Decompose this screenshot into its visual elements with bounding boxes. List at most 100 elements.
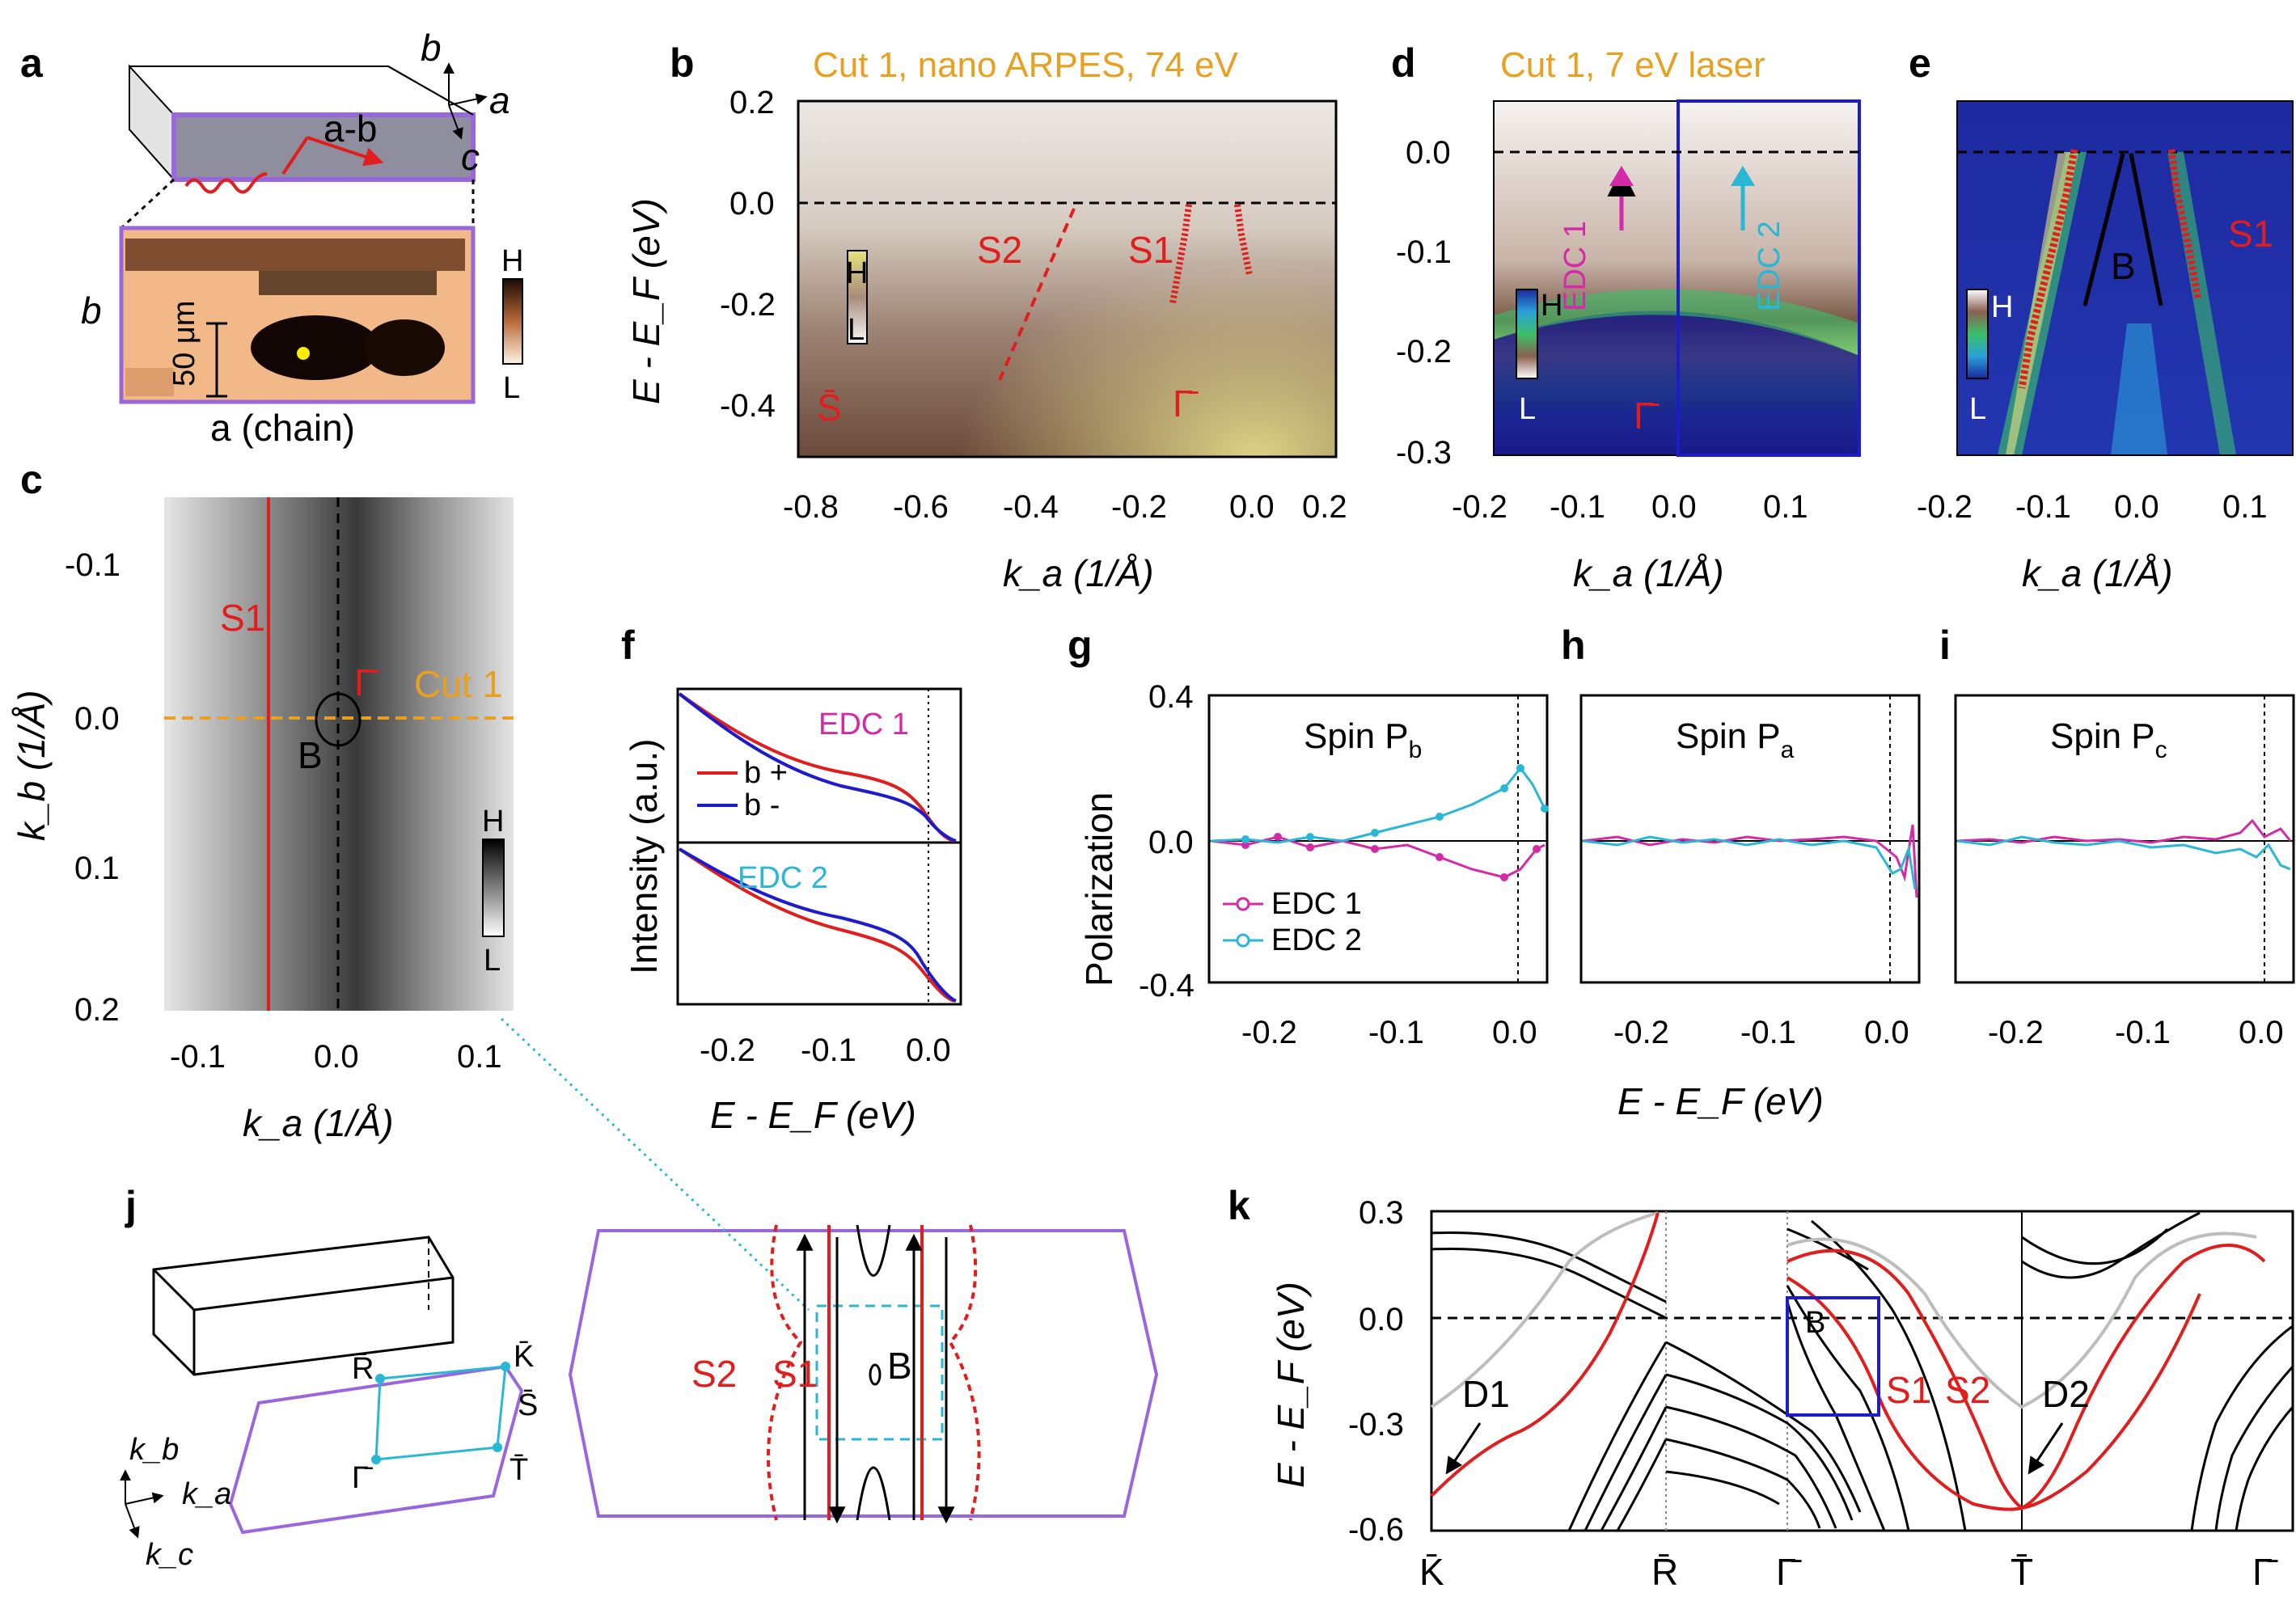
ytick-c-0: -0.1 (65, 547, 121, 583)
panel-label-b: b (670, 40, 695, 86)
xtick-b-4: 0.0 (1229, 489, 1275, 525)
panel-d: d Cut 1, 7 eV laser EDC 1 EDC 2 Γ̄ H L 0… (1391, 40, 1861, 594)
pa-edc2 (1582, 835, 1917, 890)
edc1-label-f: EDC 1 (818, 708, 909, 741)
ytick-k-1: 0.0 (1359, 1302, 1404, 1337)
panel-e: e B S1 H L -0.2 -0.1 0.0 0.1 k_a (1/Å) (1909, 40, 2294, 594)
panel-f: f EDC 1 EDC 2 b + b - -0.2 -0.1 0.0 Inte… (621, 623, 962, 1136)
label-b-c: B (298, 734, 323, 776)
cbar-high-b: H (846, 256, 868, 290)
panel-c: c S1 Γ̄ Cut 1 B H L -0.1 0.0 0.1 0.2 -0.… (11, 457, 514, 1144)
edc2-bminus (678, 847, 957, 1003)
band-s1-right-e (2167, 149, 2202, 300)
xtick-e-2: 0.0 (2114, 489, 2159, 525)
xlabel-b: k_a (1/Å) (1003, 552, 1154, 594)
pocket-b-c (315, 692, 362, 747)
legend-bplus: b + (744, 756, 788, 790)
colorbar-e (1966, 289, 1989, 379)
panel-k: k (1228, 1183, 2294, 1593)
panel-label-c: c (20, 457, 43, 502)
title-h: Spin Pa (1676, 716, 1795, 763)
ytick-c-1: 0.0 (74, 701, 120, 737)
band-s1-right (1234, 204, 1253, 276)
map-vertical-label: b (81, 289, 102, 332)
xtick-g-1: -0.1 (1368, 1015, 1424, 1050)
xlabel-d: k_a (1/Å) (1573, 552, 1724, 594)
axis-b-label: b (421, 27, 442, 69)
xtick-h-2: 0.0 (1864, 1015, 1909, 1050)
panel-b: b Cut 1, nano ARPES, 74 eV S2 S1 S̄ Γ̄ H… (625, 40, 1347, 594)
edc2-label-f: EDC 2 (738, 861, 828, 895)
s2-left-j (767, 1224, 803, 1521)
xlabel-e: k_a (1/Å) (2022, 552, 2173, 594)
pc-edc1 (1956, 818, 2292, 844)
xlabel-f: E - E_F (eV) (710, 1094, 916, 1136)
axis-ka: k_a (182, 1477, 231, 1511)
label-s2-j: S2 (691, 1353, 737, 1395)
panel-label-e: e (1909, 40, 1931, 86)
xtick-e-0: -0.2 (1917, 489, 1973, 525)
xtick-g-0: -0.2 (1241, 1015, 1297, 1050)
xtick-b-5: 0.2 (1302, 489, 1347, 525)
label-d1: D1 (1462, 1373, 1510, 1415)
xtick-g-2: 0.0 (1492, 1015, 1537, 1050)
label-s1-k: S1 (1886, 1369, 1931, 1411)
gray-bands (1430, 1211, 2257, 1409)
map-horizontal-label: a (chain) (210, 407, 355, 449)
band-s1-left (1169, 204, 1192, 304)
title-g: Spin Pb (1304, 716, 1422, 763)
xtick-h-0: -0.2 (1613, 1015, 1669, 1050)
xtick-c-2: 0.1 (457, 1039, 502, 1075)
panel-a: a a-b b a c 50 μm b a (chain) (20, 27, 523, 449)
xtick-f-1: -0.1 (801, 1033, 856, 1068)
xtick-c-0: -0.1 (170, 1039, 226, 1075)
panel-label-k: k (1228, 1183, 1250, 1228)
label-b-j: B (887, 1345, 912, 1387)
band-s1-left-e (2018, 149, 2078, 389)
cbar-high-a: H (501, 244, 523, 278)
bulk-bz (152, 1236, 455, 1376)
edc2-box (1677, 99, 1861, 457)
ylabel-g: Polarization (1078, 792, 1120, 986)
xtick-i-1: -0.1 (2115, 1015, 2171, 1050)
label-b-e: B (2111, 245, 2136, 287)
legend-edc1-swatch (1236, 897, 1250, 911)
pocket-b-j (869, 1363, 882, 1386)
ytick-c-3: 0.2 (74, 992, 120, 1028)
fermi-contour-bz (568, 1229, 1159, 1518)
xtick-i-2: 0.0 (2239, 1015, 2284, 1050)
edc2-bplus (678, 847, 955, 1003)
cbar-low-b: L (848, 313, 865, 347)
xtick-f-2: 0.0 (906, 1033, 951, 1068)
xtick-k-3: T̄ (2011, 1551, 2033, 1593)
band-b-left-e (2082, 153, 2125, 306)
label-s1-c: S1 (220, 597, 265, 639)
ytick-b-0: 0.2 (729, 85, 775, 120)
colorbar-d (1516, 289, 1538, 379)
beam-spot (297, 347, 310, 360)
xtick-k-2: Γ̄ (1776, 1551, 1802, 1593)
ytick-k-0: 0.3 (1359, 1195, 1404, 1231)
ylabel-k: E - E_F (eV) (1270, 1282, 1312, 1488)
ytick-b-1: 0.0 (729, 186, 775, 222)
ytick-k-3: -0.6 (1348, 1512, 1404, 1548)
xtick-h-1: -0.1 (1740, 1015, 1796, 1050)
label-s2-b: S2 (977, 229, 1022, 271)
edc1-bminus (678, 692, 957, 843)
spin-arrows (796, 1233, 955, 1524)
axis-kb: k_b (129, 1433, 179, 1467)
axis-c-label: c (461, 136, 480, 178)
panel-label-d: d (1391, 40, 1416, 86)
axis-kc: k_c (146, 1538, 193, 1572)
s2-right-j (948, 1224, 981, 1521)
cbar-low-a: L (503, 371, 520, 405)
cbar-high-c: H (482, 805, 504, 839)
label-s1-e: S1 (2228, 213, 2273, 255)
ytick-b-2: -0.2 (720, 287, 776, 323)
xticks-b: -0.8 -0.6 -0.4 -0.2 0.0 0.2 (783, 489, 1347, 525)
point-gamma: Γ̄ (352, 1461, 374, 1495)
point-s: S̄ (518, 1388, 538, 1422)
pa-edc1 (1582, 824, 1918, 898)
cbar-low-e: L (1969, 392, 1986, 426)
